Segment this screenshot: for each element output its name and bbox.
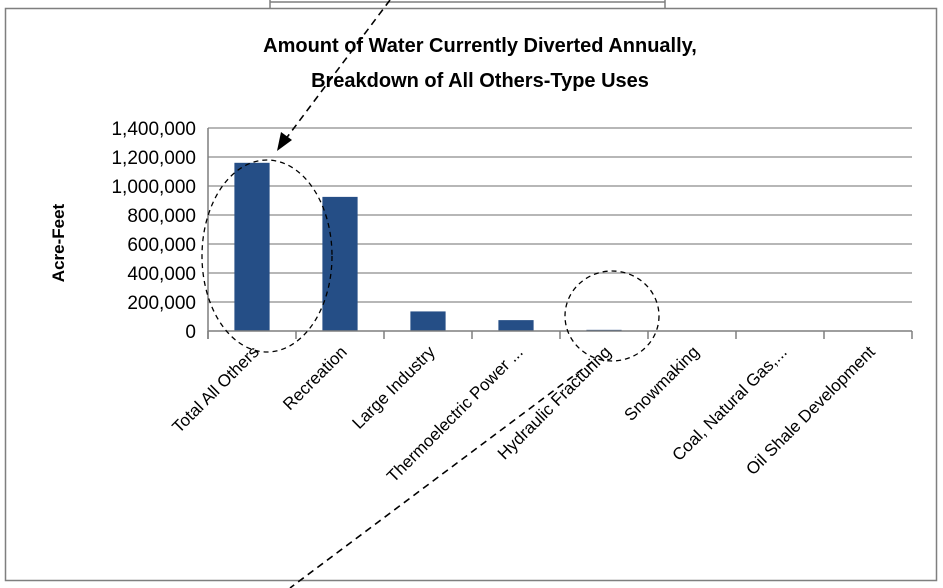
axes <box>207 128 913 339</box>
y-tick-label: 400,000 <box>127 264 196 285</box>
annotation-ellipse-large <box>201 159 333 353</box>
y-tick-label: 0 <box>185 322 196 343</box>
chart-frame <box>4 7 938 582</box>
y-tick-label: 600,000 <box>127 235 196 256</box>
y-tick-label: 1,000,000 <box>111 177 196 198</box>
annotation-ellipse-small <box>564 270 660 362</box>
bar <box>498 320 534 331</box>
chart-title-line-1: Amount of Water Currently Diverted Annua… <box>263 35 697 57</box>
y-tick-label: 1,200,000 <box>111 148 196 169</box>
y-tick-labels: 0 200,000 400,000 600,000 800,000 1,000,000 1,… <box>111 119 196 343</box>
chart-title-line-2: Breakdown of All Others-Type Uses <box>311 70 649 92</box>
bar <box>234 162 270 331</box>
y-tick-label: 1,400,000 <box>111 119 196 140</box>
annotation-arrow-line <box>284 0 391 141</box>
y-tick-label: 800,000 <box>127 206 196 227</box>
bar <box>322 196 358 331</box>
y-tick-label: 200,000 <box>127 293 196 314</box>
bar <box>410 311 446 331</box>
annotation-arrow-head <box>277 132 292 151</box>
bars <box>234 162 886 331</box>
y-axis-label: Acre-Feet <box>49 203 68 282</box>
annotation-dashed-line <box>289 361 593 588</box>
